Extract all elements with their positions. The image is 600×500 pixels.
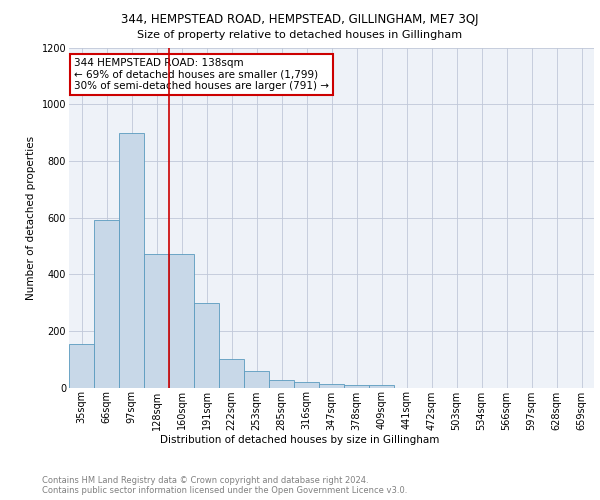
Bar <box>219 359 244 388</box>
Text: Distribution of detached houses by size in Gillingham: Distribution of detached houses by size … <box>160 435 440 445</box>
Text: Size of property relative to detached houses in Gillingham: Size of property relative to detached ho… <box>137 30 463 40</box>
Bar <box>94 220 119 388</box>
Bar <box>269 380 294 388</box>
Bar <box>69 344 94 388</box>
Bar <box>344 384 369 388</box>
Text: 344, HEMPSTEAD ROAD, HEMPSTEAD, GILLINGHAM, ME7 3QJ: 344, HEMPSTEAD ROAD, HEMPSTEAD, GILLINGH… <box>121 12 479 26</box>
Bar <box>194 302 219 388</box>
Bar <box>244 370 269 388</box>
Bar <box>144 254 169 388</box>
Bar <box>319 384 344 388</box>
Text: 344 HEMPSTEAD ROAD: 138sqm
← 69% of detached houses are smaller (1,799)
30% of s: 344 HEMPSTEAD ROAD: 138sqm ← 69% of deta… <box>74 58 329 91</box>
Bar <box>369 384 394 388</box>
Bar <box>119 132 144 388</box>
Bar <box>294 382 319 388</box>
Y-axis label: Number of detached properties: Number of detached properties <box>26 136 36 300</box>
Bar <box>169 254 194 388</box>
Text: Contains HM Land Registry data © Crown copyright and database right 2024.
Contai: Contains HM Land Registry data © Crown c… <box>42 476 407 495</box>
